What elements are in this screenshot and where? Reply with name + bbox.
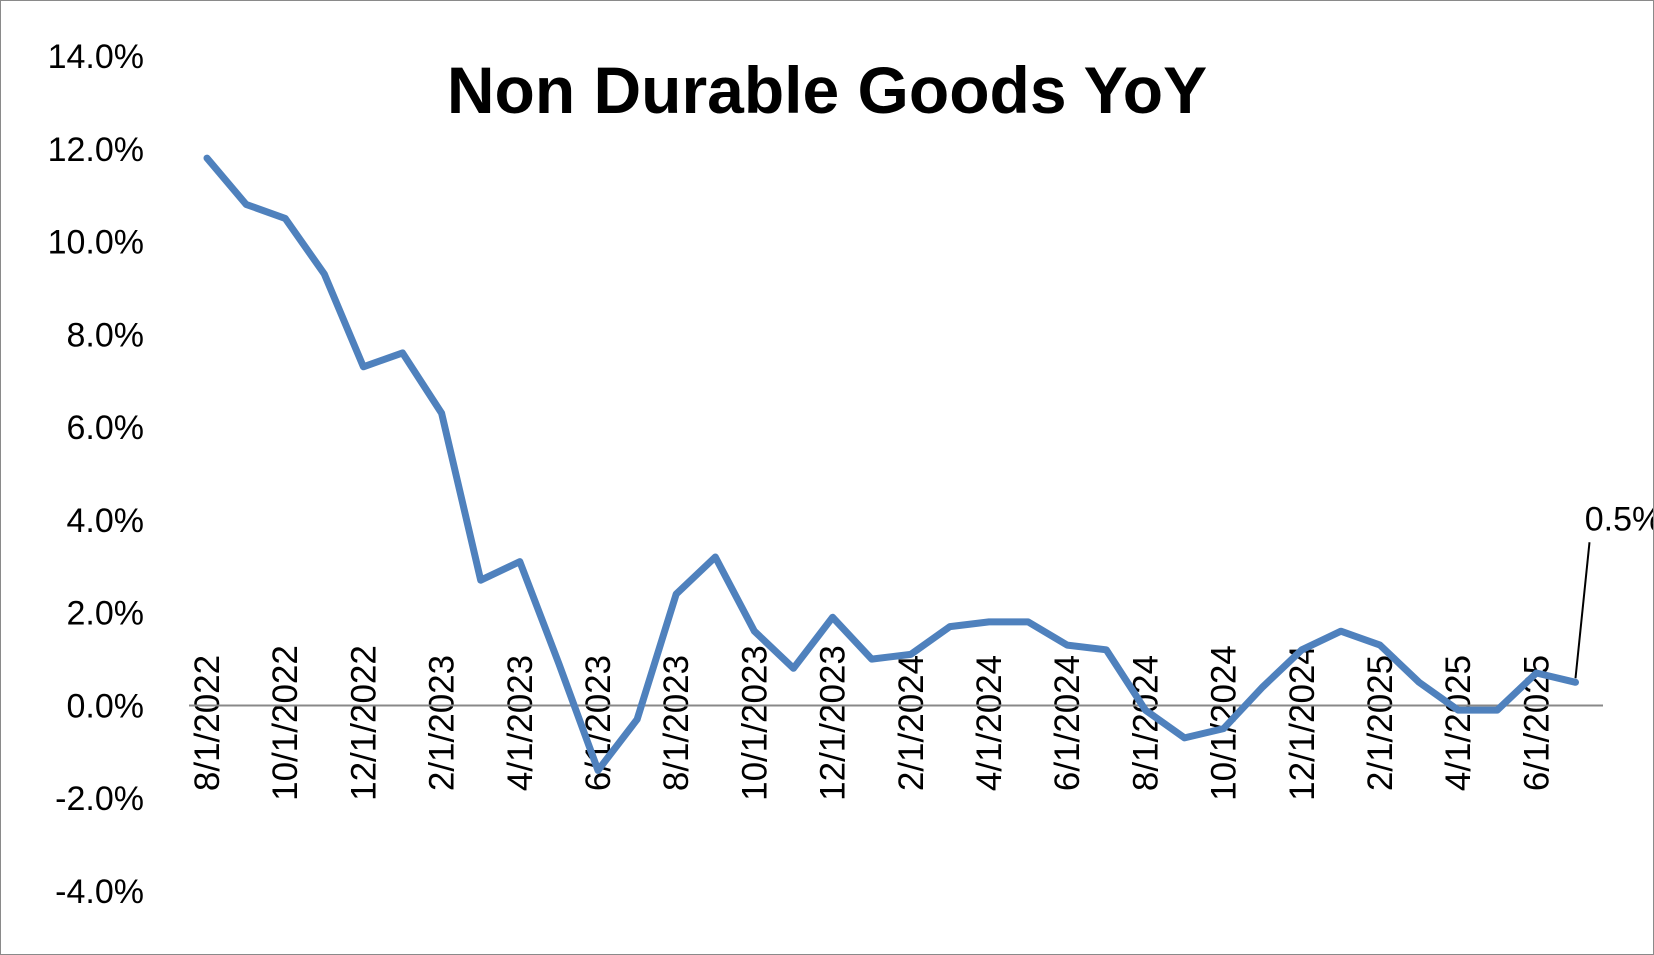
- data-point: [360, 363, 367, 370]
- data-point: [1298, 646, 1305, 653]
- data-point: [1572, 679, 1579, 686]
- data-point: [438, 410, 445, 417]
- x-tick-label: 8/1/2023: [657, 655, 696, 791]
- y-tick-label: 12.0%: [48, 131, 144, 169]
- x-tick-label: 8/1/2022: [188, 655, 227, 791]
- y-tick-label: 0.0%: [67, 687, 145, 725]
- chart-title: Non Durable Goods YoY: [447, 53, 1207, 127]
- x-tick-label: 6/1/2024: [1048, 655, 1087, 791]
- x-tick-label: 12/1/2022: [344, 645, 383, 801]
- data-point: [282, 215, 289, 222]
- data-point: [1337, 628, 1344, 635]
- data-point: [829, 614, 836, 621]
- x-tick-label: 2/1/2023: [423, 655, 462, 791]
- data-point: [477, 577, 484, 584]
- x-tick-label: 2/1/2025: [1361, 655, 1400, 791]
- y-tick-label: 10.0%: [48, 224, 144, 262]
- series-line: [203, 154, 1579, 774]
- data-point: [1181, 734, 1188, 741]
- data-point: [751, 628, 758, 635]
- data-point: [868, 656, 875, 663]
- data-point: [243, 201, 250, 208]
- data-point: [712, 554, 719, 560]
- data-point: [516, 558, 523, 565]
- data-point: [907, 651, 914, 658]
- data-label: 0.5%: [1585, 500, 1653, 538]
- data-point: [1220, 725, 1227, 732]
- x-tick-label: 2/1/2024: [892, 655, 931, 791]
- data-point: [1377, 642, 1383, 649]
- x-tick-label: 10/1/2023: [735, 645, 774, 801]
- data-point: [673, 591, 680, 598]
- x-tick-label: 4/1/2024: [970, 655, 1009, 791]
- data-point: [1064, 642, 1071, 649]
- y-tick-label: 4.0%: [67, 502, 145, 540]
- data-point: [1259, 683, 1266, 690]
- annotation-leader-line: [1574, 542, 1591, 679]
- y-tick-label: 14.0%: [48, 38, 144, 76]
- data-point: [1416, 679, 1423, 686]
- data-point: [321, 271, 328, 278]
- x-axis-ticks: 8/1/2022 10/1/2022 12/1/2022 2/1/2023 4/1/20…: [188, 645, 1556, 801]
- data-point: [1494, 707, 1501, 714]
- series-layer: [203, 154, 1579, 774]
- data-point: [790, 665, 797, 672]
- data-point: [1103, 646, 1110, 653]
- y-tick-label: -2.0%: [55, 780, 144, 818]
- x-tick-label: 12/1/2024: [1283, 645, 1322, 801]
- y-tick-label: -4.0%: [55, 873, 144, 911]
- data-point: [595, 767, 601, 774]
- data-point: [1142, 707, 1149, 714]
- y-axis-ticks: 14.0% 12.0% 10.0% 8.0% 6.0% 4.0% 2.0% 0.0% -2.0%…: [48, 38, 144, 911]
- data-point: [399, 349, 406, 356]
- y-tick-label: 6.0%: [67, 409, 145, 447]
- data-point: [1025, 618, 1032, 625]
- x-tick-label: 4/1/2023: [501, 655, 540, 791]
- data-point: [555, 660, 562, 667]
- x-tick-label: 4/1/2025: [1439, 655, 1478, 791]
- annotation-layer: 0.5%: [1574, 500, 1653, 679]
- x-tick-label: 12/1/2023: [814, 645, 853, 801]
- data-point: [1533, 669, 1540, 676]
- x-tick-label: 10/1/2022: [266, 645, 305, 801]
- data-point: [946, 623, 953, 630]
- data-point: [204, 155, 210, 162]
- data-point: [986, 618, 992, 625]
- y-tick-label: 2.0%: [67, 595, 145, 633]
- y-tick-label: 8.0%: [67, 316, 145, 354]
- data-point: [634, 716, 641, 723]
- data-point: [1455, 707, 1462, 714]
